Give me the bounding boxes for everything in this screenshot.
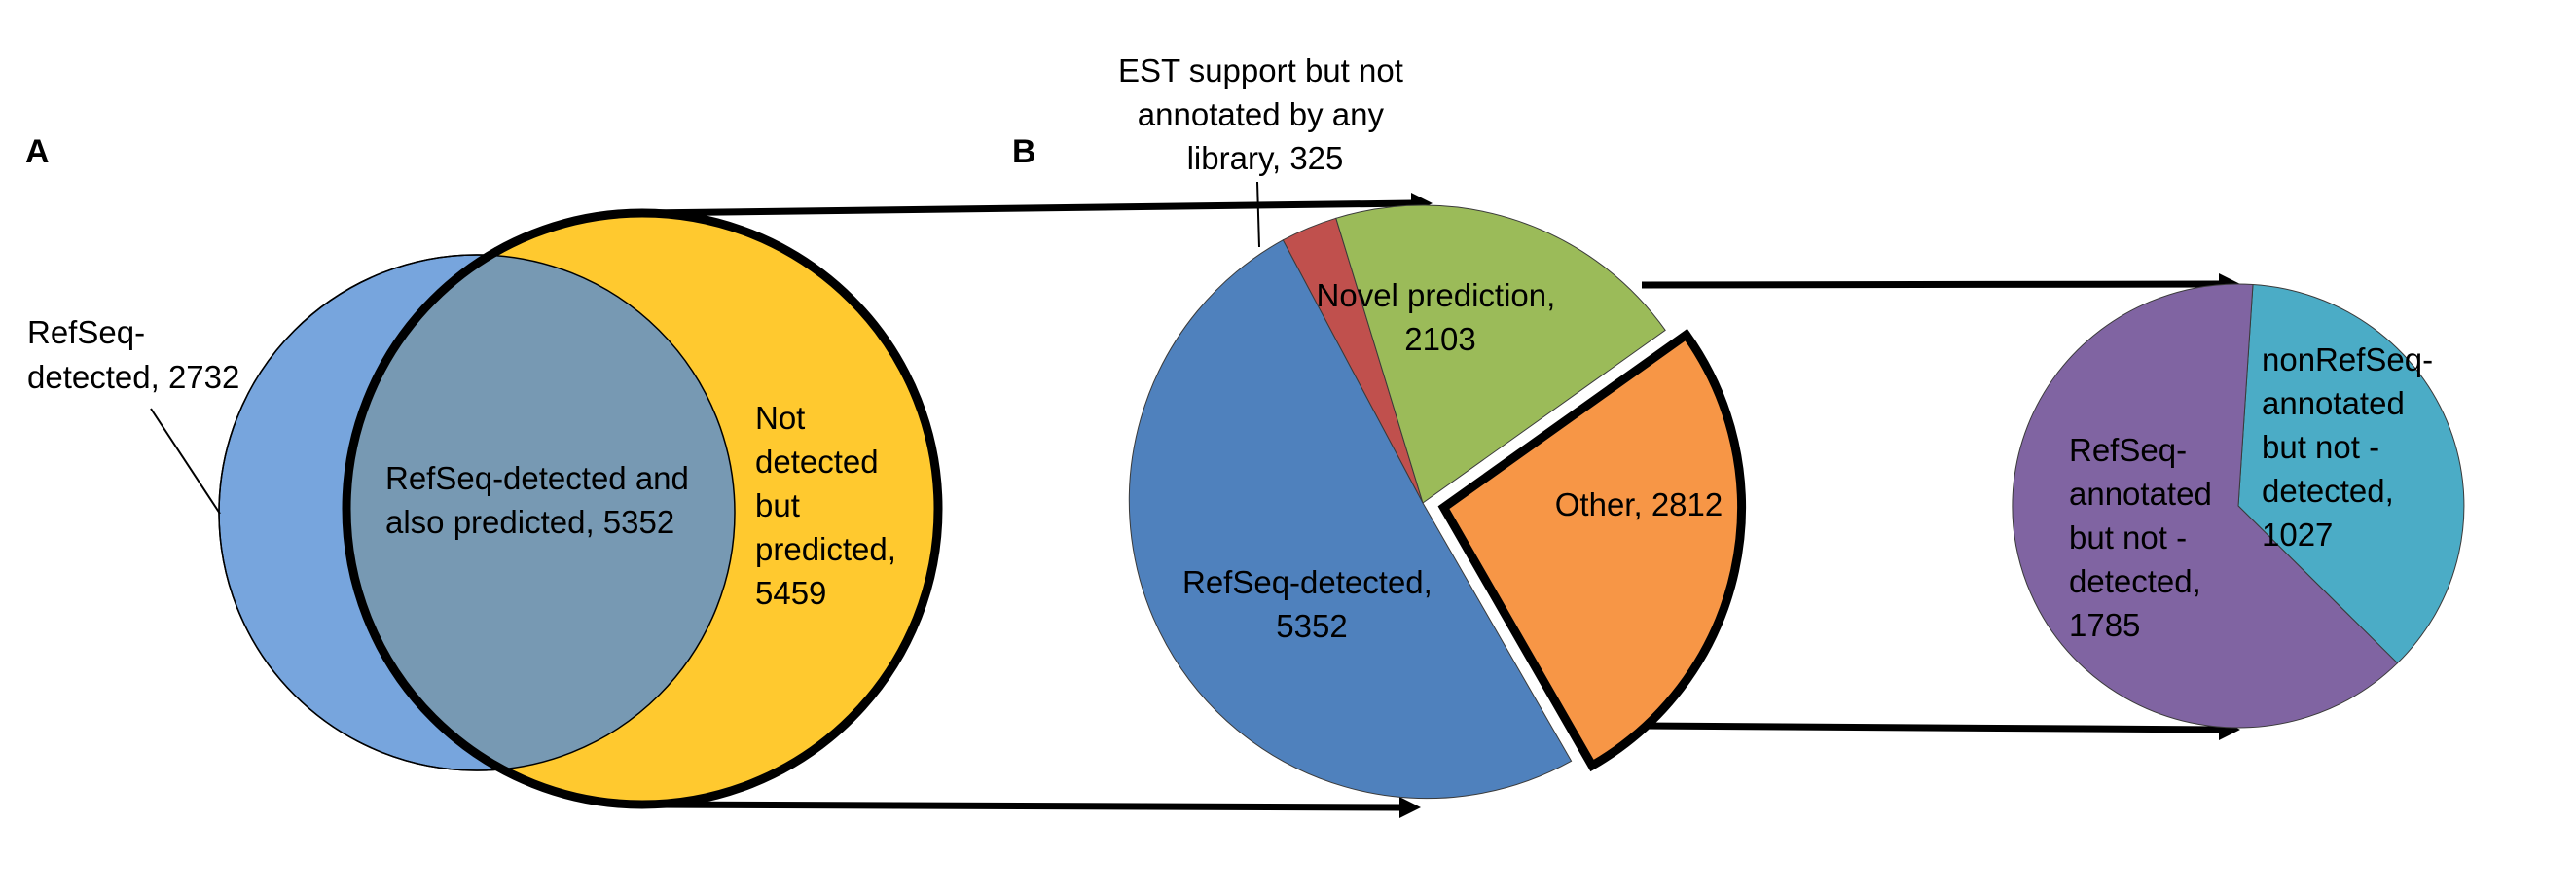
venn-label-both-line: also predicted, 5352 <box>385 504 674 540</box>
pie-slice-refseq <box>1128 239 1573 800</box>
zoom-arrow-top-b <box>1641 280 2222 289</box>
breakdown-slice-refseq_annot <box>2012 283 2399 729</box>
pie-label-other: Other, 2812 <box>1555 486 1723 522</box>
breakdown-label-refseq-annotated-line: 1785 <box>2069 607 2140 643</box>
venn-diagram <box>150 208 943 809</box>
venn-label-predicted-only-line: Not <box>755 400 805 436</box>
breakdown-label-refseq-annotated-line: detected, <box>2069 563 2201 599</box>
venn-label-both: RefSeq-detected and also predicted, 5352 <box>385 460 698 540</box>
breakdown-label-nonrefseq: nonRefSeq- annotated but not - detected,… <box>2262 341 2442 553</box>
breakdown-label-nonrefseq-line: detected, <box>2262 473 2394 509</box>
breakdown-label-nonrefseq-line: but not - <box>2262 429 2379 465</box>
pie-label-novel-line: 2103 <box>1404 321 1475 357</box>
zoom-arrow-top-a <box>641 199 1414 217</box>
zoom-arrowhead-bottom-a <box>1399 797 1421 818</box>
pie-est-leader-line <box>1256 181 1260 248</box>
panel-label-a: A <box>25 133 50 170</box>
venn-label-predicted-only-line: but <box>755 487 800 523</box>
pie-label-est-line: library, 325 <box>1187 140 1344 176</box>
breakdown-label-nonrefseq-line: annotated <box>2262 385 2405 421</box>
pie-est-leader <box>1256 181 1260 248</box>
venn-label-predicted-only-line: predicted, <box>755 531 896 567</box>
pie-label-est: EST support but not annotated by any lib… <box>1118 53 1412 176</box>
venn-label-both-line: RefSeq-detected and <box>385 460 689 496</box>
zoom-arrow-bottom-b <box>1641 722 2222 733</box>
pie-label-est-line: annotated by any <box>1138 96 1385 132</box>
breakdown-label-refseq-annotated-line: but not - <box>2069 519 2187 555</box>
pie-chart-main <box>1128 204 1746 800</box>
venn-label-predicted-only-line: 5459 <box>755 575 826 611</box>
pie-label-novel-line: Novel prediction, <box>1317 277 1556 313</box>
breakdown-label-refseq-annotated-line: annotated <box>2069 476 2212 512</box>
breakdown-slice-nonrefseq <box>2237 283 2465 664</box>
zoom-arrow-bottom-a <box>641 801 1402 811</box>
venn-label-predicted-only: Not detected but predicted, 5459 <box>755 400 905 611</box>
breakdown-label-refseq-annotated: RefSeq- annotated but not - detected, 17… <box>2069 432 2221 643</box>
pie-label-est-line: EST support but not <box>1118 53 1403 89</box>
pie-slice-other <box>1437 328 1746 772</box>
pie-label-novel: Novel prediction, 2103 <box>1317 277 1565 357</box>
pie-label-other-line: Other, 2812 <box>1555 486 1723 522</box>
pie-label-refseq-line: 5352 <box>1276 608 1347 644</box>
pie-label-refseq: RefSeq-detected, 5352 <box>1182 564 1441 644</box>
pie-chart-breakdown <box>2012 283 2465 729</box>
pie-label-refseq-line: RefSeq-detected, <box>1182 564 1433 600</box>
venn-overlap-region <box>346 255 735 770</box>
pie-slice-novel <box>1335 204 1666 504</box>
breakdown-label-refseq-annotated-line: RefSeq- <box>2069 432 2187 468</box>
breakdown-label-nonrefseq-line: 1027 <box>2262 517 2333 553</box>
venn-refseq-leader-line <box>150 408 221 515</box>
venn-label-refseq-only: RefSeq- detected, 2732 <box>27 314 239 395</box>
venn-label-refseq-only-line: RefSeq- <box>27 314 145 350</box>
panel-label-b: B <box>1012 133 1036 170</box>
breakdown-label-nonrefseq-line: nonRefSeq- <box>2262 341 2433 377</box>
venn-label-predicted-only-line: detected <box>755 444 879 480</box>
venn-label-refseq-only-line: detected, 2732 <box>27 359 239 395</box>
